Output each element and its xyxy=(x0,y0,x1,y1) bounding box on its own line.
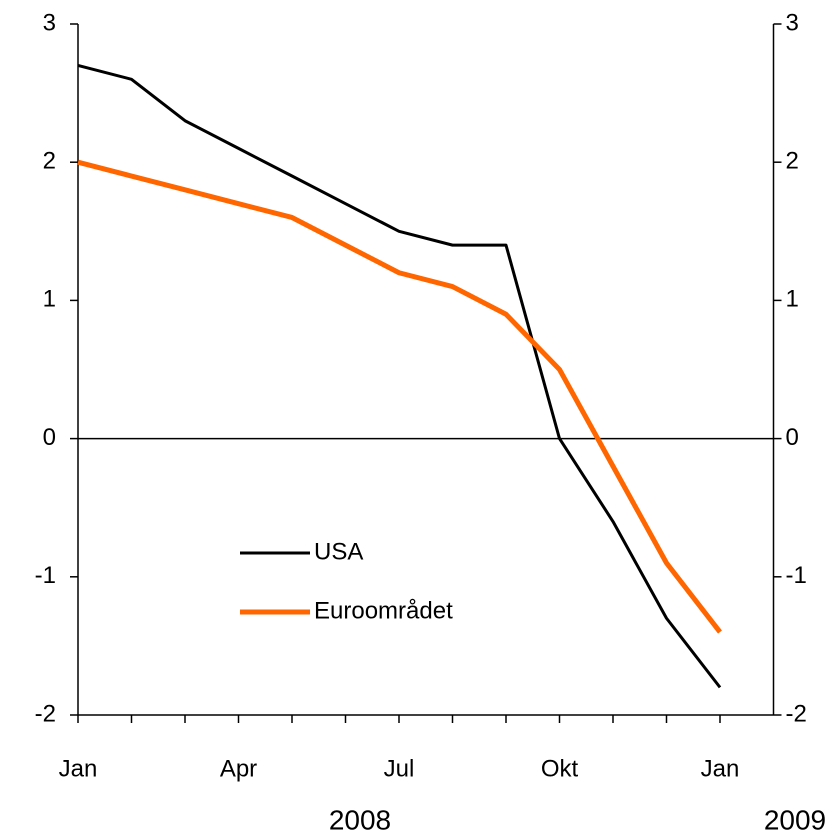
line-series xyxy=(77,159,722,634)
y2-tick-label: 0 xyxy=(786,424,799,451)
x-tick-label: Jan xyxy=(59,755,98,782)
legend-label: USA xyxy=(314,538,363,565)
y2-tick-label: -1 xyxy=(786,562,807,589)
y-tick-label: 1 xyxy=(43,286,56,313)
y2-tick-label: -2 xyxy=(786,700,807,727)
y2-tick-label: 2 xyxy=(786,148,799,175)
year-label: 2008 xyxy=(329,804,391,835)
y-tick-label: -2 xyxy=(35,700,56,727)
year-label: 2009 xyxy=(764,804,826,835)
legend-label: Euroområdet xyxy=(314,597,453,624)
y-tick-label: 2 xyxy=(43,148,56,175)
y-tick-label: -1 xyxy=(35,562,56,589)
y2-tick-label: 1 xyxy=(786,286,799,313)
line-series xyxy=(77,64,722,689)
y-tick-label: 0 xyxy=(43,424,56,451)
x-tick-label: Apr xyxy=(220,755,257,782)
x-tick-label: Jul xyxy=(384,755,415,782)
y-tick-label: 3 xyxy=(43,9,56,36)
x-tick-label: Jan xyxy=(701,755,740,782)
x-tick-label: Okt xyxy=(541,755,579,782)
y2-tick-label: 3 xyxy=(786,9,799,36)
